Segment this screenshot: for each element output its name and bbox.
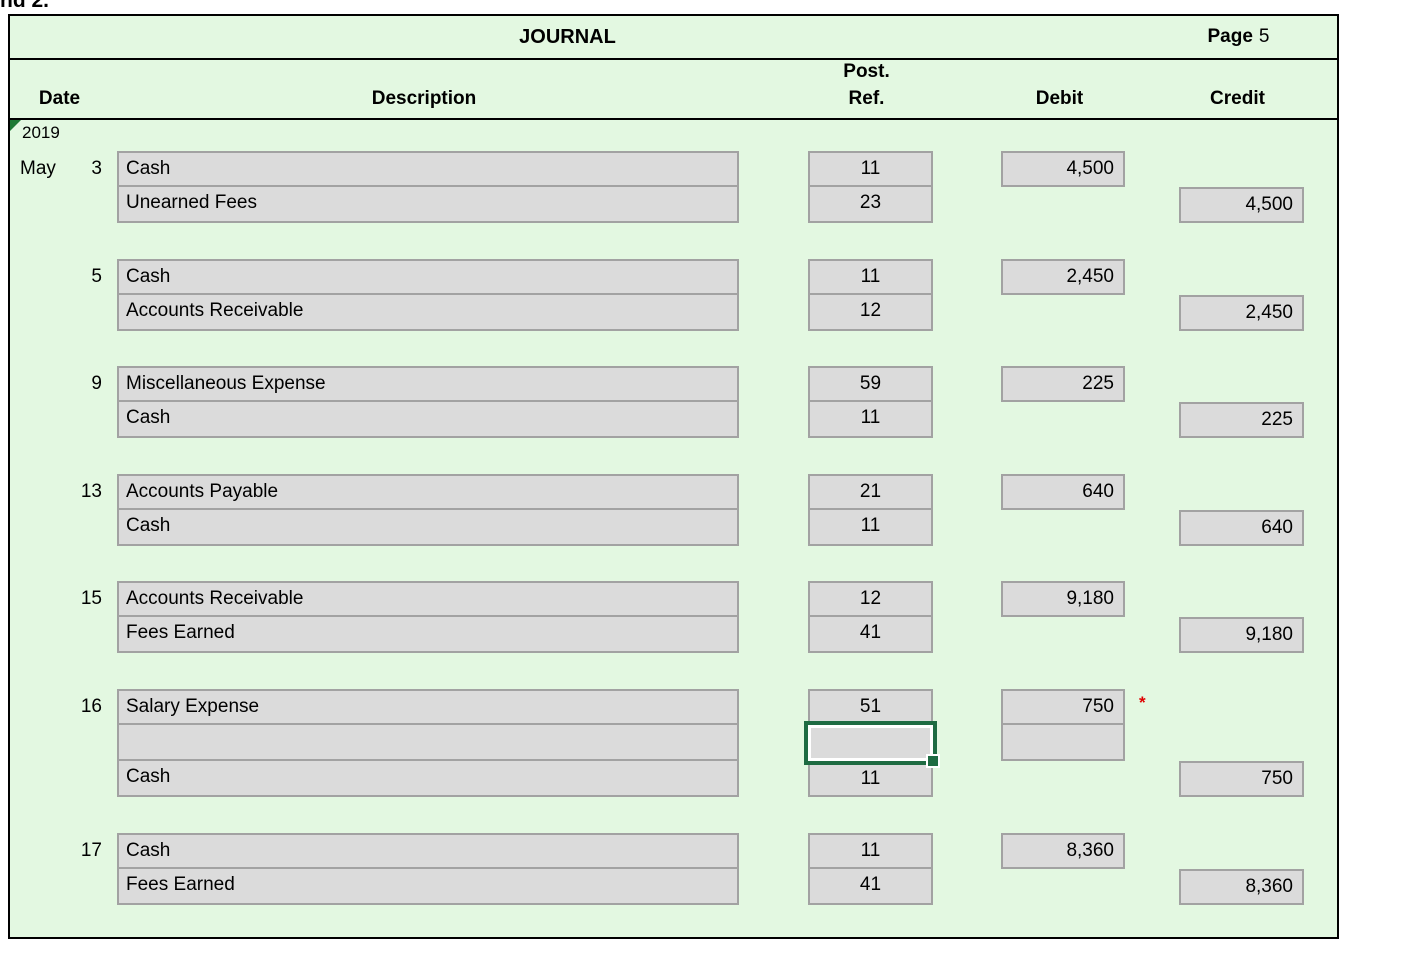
journal-line: 15 Accounts Receivable 12 9,180 [10,581,1337,617]
debit-input[interactable]: 4,500 [1001,151,1125,187]
debit-input[interactable]: 2,450 [1001,259,1125,295]
selection-fill-handle[interactable] [926,754,940,768]
description-input[interactable]: Fees Earned [117,615,739,653]
post-ref-input[interactable]: 23 [808,185,933,223]
day-label: 5 [91,266,102,287]
post-ref-input[interactable]: 11 [808,833,933,869]
journal-line: 17 Cash 11 8,360 [10,833,1337,869]
post-ref-input[interactable]: 21 [808,474,933,510]
post-ref-input[interactable]: 12 [808,581,933,617]
debit-input[interactable]: 640 [1001,474,1125,510]
description-input[interactable]: Salary Expense [117,689,739,725]
post-ref-input[interactable]: 59 [808,366,933,402]
description-input[interactable]: Accounts Receivable [117,581,739,617]
description-input[interactable]: Cash [117,759,739,797]
description-input[interactable]: Accounts Receivable [117,293,739,331]
year-label: 2019 [22,123,60,142]
comment-marker-icon [10,120,21,131]
journal-line: 13 Accounts Payable 21 640 [10,474,1337,510]
post-ref-input[interactable]: 11 [808,400,933,438]
post-ref-input[interactable]: 11 [808,259,933,295]
description-input[interactable]: Cash [117,508,739,546]
post-ref-input[interactable]: 11 [808,508,933,546]
journal-line: 9 Miscellaneous Expense 59 225 [10,366,1337,402]
debit-input[interactable]: 9,180 [1001,581,1125,617]
column-header-post-ref: Post. Ref. [800,58,933,112]
debit-input[interactable] [1001,723,1125,761]
day-label: 9 [91,373,102,394]
required-asterisk: * [1139,693,1146,712]
day-label: 3 [91,158,102,179]
post-ref-input[interactable]: 41 [808,867,933,905]
journal-line: 5 Cash 11 2,450 [10,259,1337,295]
description-input[interactable]: Cash [117,833,739,869]
journal-line: Unearned Fees 23 4,500 [10,185,1337,223]
description-input[interactable]: Fees Earned [117,867,739,905]
day-label: 17 [80,840,102,861]
day-label: 16 [80,696,102,717]
credit-input[interactable]: 9,180 [1179,617,1304,653]
page-number: 5 [1258,26,1270,47]
description-input[interactable]: Cash [117,259,739,295]
day-label: 13 [80,481,102,502]
journal-line: May 3 Cash 11 4,500 [10,151,1337,187]
post-ref-input[interactable]: 11 [808,761,933,797]
credit-input[interactable]: 4,500 [1179,187,1304,223]
journal-line: Cash 11 225 [10,400,1337,438]
column-header-row: Date Description Post. Ref. Debit Credit [10,60,1337,120]
column-header-description: Description [371,88,477,109]
credit-input[interactable]: 640 [1179,510,1304,546]
clipped-heading: nd 2. [0,0,50,12]
journal-title-row: JOURNAL Page 5 [10,16,1337,60]
description-input[interactable]: Accounts Payable [117,474,739,510]
journal-sheet: JOURNAL Page 5 Date Description Post. Ref.… [8,14,1339,939]
post-ref-input[interactable]: 11 [808,151,933,187]
post-ref-input[interactable]: 12 [808,293,933,331]
description-input[interactable] [117,723,739,761]
description-input[interactable]: Unearned Fees [117,185,739,223]
month-label: May [20,158,56,179]
journal-line: Cash 11 750 [10,759,1337,797]
description-input[interactable]: Cash [117,400,739,438]
selected-post-ref-cell[interactable] [804,721,940,768]
debit-input[interactable]: 8,360 [1001,833,1125,869]
day-label: 15 [80,588,102,609]
column-header-date: Date [38,88,81,109]
journal-line: Cash 11 640 [10,508,1337,546]
credit-input[interactable]: 225 [1179,402,1304,438]
description-input[interactable]: Cash [117,151,739,187]
journal-line: 16 Salary Expense 51 750 * [10,689,1337,725]
description-input[interactable]: Miscellaneous Expense [117,366,739,402]
credit-input[interactable]: 8,360 [1179,869,1304,905]
journal-line [10,721,1337,768]
credit-input[interactable]: 750 [1179,761,1304,797]
page-indicator: Page 5 [1173,16,1304,58]
column-header-credit: Credit [1210,88,1265,109]
debit-input[interactable]: 225 [1001,366,1125,402]
credit-input[interactable]: 2,450 [1179,295,1304,331]
post-ref-input[interactable]: 41 [808,615,933,653]
column-header-debit: Debit [1035,88,1084,109]
journal-body: 2019 May 3 Cash 11 4,500 Unearned Fees 2… [10,120,1337,939]
debit-input[interactable]: 750 [1001,689,1125,725]
journal-line: Fees Earned 41 8,360 [10,867,1337,905]
post-header-line2: Ref. [848,88,885,109]
journal-line: Accounts Receivable 12 2,450 [10,293,1337,331]
post-header-line1: Post. [843,61,890,82]
post-ref-input[interactable]: 51 [808,689,933,725]
page-label: Page [1207,26,1253,47]
journal-title: JOURNAL [519,26,616,48]
journal-line: Fees Earned 41 9,180 [10,615,1337,653]
